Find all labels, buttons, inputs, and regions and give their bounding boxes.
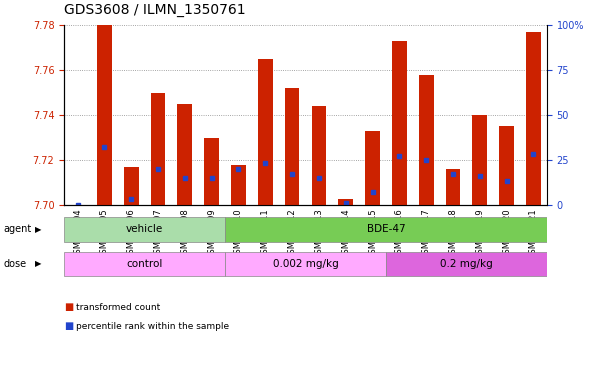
Text: ■: ■ <box>64 302 73 312</box>
Bar <box>419 74 434 205</box>
Text: 0.2 mg/kg: 0.2 mg/kg <box>440 259 493 269</box>
Bar <box>258 59 273 205</box>
Text: BDE-47: BDE-47 <box>367 224 405 235</box>
Text: percentile rank within the sample: percentile rank within the sample <box>76 322 230 331</box>
Text: ■: ■ <box>64 321 73 331</box>
Bar <box>97 20 112 205</box>
Bar <box>386 252 547 276</box>
Bar <box>124 167 139 205</box>
Bar <box>64 252 225 276</box>
Bar <box>392 41 407 205</box>
Bar <box>472 115 487 205</box>
Text: transformed count: transformed count <box>76 303 161 312</box>
Bar <box>445 169 460 205</box>
Bar <box>177 104 192 205</box>
Bar <box>204 138 219 205</box>
Text: ▶: ▶ <box>35 225 42 234</box>
Text: control: control <box>126 259 163 269</box>
Bar <box>225 252 386 276</box>
Text: 0.002 mg/kg: 0.002 mg/kg <box>273 259 338 269</box>
Text: vehicle: vehicle <box>126 224 163 235</box>
Bar <box>151 93 166 205</box>
Bar <box>64 217 225 242</box>
Text: agent: agent <box>3 224 31 235</box>
Text: ▶: ▶ <box>35 260 42 268</box>
Bar <box>231 165 246 205</box>
Text: GDS3608 / ILMN_1350761: GDS3608 / ILMN_1350761 <box>64 3 246 17</box>
Bar <box>338 199 353 205</box>
Bar <box>312 106 326 205</box>
Text: dose: dose <box>3 259 26 269</box>
Bar <box>225 217 547 242</box>
Bar <box>365 131 380 205</box>
Bar <box>499 126 514 205</box>
Bar <box>285 88 299 205</box>
Bar <box>526 32 541 205</box>
